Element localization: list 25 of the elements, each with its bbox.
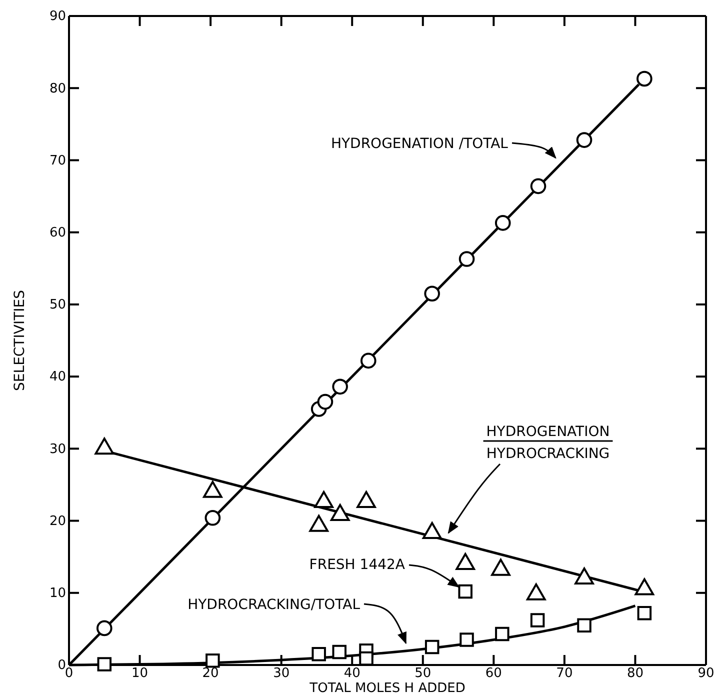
- annotation: HYDROGENATION: [486, 424, 610, 440]
- x-tick-label: 20: [202, 666, 219, 682]
- y-tick-label: 40: [49, 370, 66, 385]
- y-tick-label: 10: [49, 586, 66, 602]
- x-tick-label: 80: [626, 666, 644, 682]
- x-axis-title: TOTAL MOLES H ADDED: [308, 681, 466, 694]
- y-tick-label: 60: [49, 225, 66, 240]
- x-tick-label: 10: [132, 666, 148, 682]
- x-tick-label: 70: [556, 666, 573, 682]
- y-tick-label: 70: [49, 153, 66, 168]
- y-tick-label: 50: [49, 298, 66, 313]
- annotation: HYDROGENATION /TOTAL: [330, 136, 508, 152]
- x-tick-label: 40: [344, 666, 360, 682]
- y-tick-label: 20: [49, 514, 66, 529]
- x-tick-label: 60: [485, 666, 502, 682]
- y-tick-label: 30: [49, 442, 66, 457]
- y-tick-label: 90: [49, 9, 66, 24]
- annotation: HYDROCRACKING: [486, 446, 610, 462]
- x-tick-label: 90: [698, 666, 714, 682]
- y-axis-title: SELECTIVITIES: [12, 290, 28, 391]
- annotation: HYDROCRACKING/TOTAL: [188, 597, 360, 613]
- y-tick-label: 80: [49, 81, 66, 96]
- annotation: FRESH 1442A: [309, 557, 406, 573]
- x-tick-label: 30: [273, 666, 290, 682]
- x-tick-label: 50: [414, 666, 432, 682]
